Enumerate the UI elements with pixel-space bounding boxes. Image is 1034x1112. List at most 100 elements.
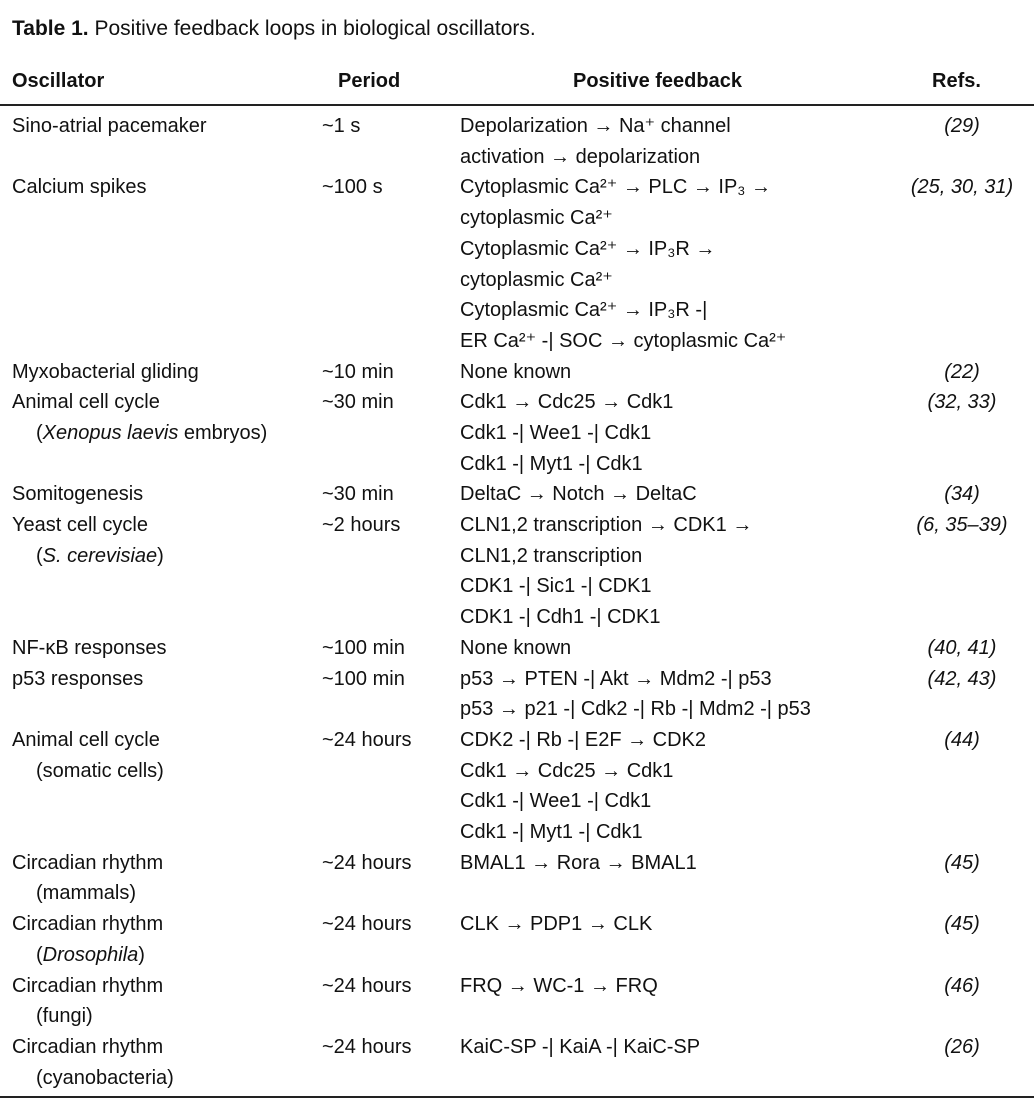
text-segment: Sino-atrial pacemaker [12,115,207,137]
period-cell: ~100 s [322,176,383,199]
feedback-cell: Cdk1 → Cdc25 → Cdk1 Cdk1 -| Wee1 -| Cdk1 C… [460,387,673,479]
oscillator-cell: Yeast cell cycle (S. cerevisiae) [12,510,164,571]
period-cell: ~24 hours [322,913,412,936]
feedback-loop-line: None known [460,636,572,659]
oscillator-detail: (cyanobacteria) [12,1063,174,1094]
oscillator-cell: Animal cell cycle (somatic cells) [12,725,164,786]
text-segment: NF-κB responses [12,636,167,659]
refs-cell: (42, 43) [927,667,997,690]
refs-cell: (26) [944,1035,980,1058]
feedback-loop-line: BMAL1 → Rora → BMAL1 [460,851,697,874]
feedback-loop-line: ER Ca²⁺ -| SOC → cytoplasmic Ca²⁺ [460,329,787,352]
refs-cell: (45) [944,851,980,874]
feedback-cell: Cytoplasmic Ca²⁺ → PLC → IP₃ → cytoplasmi… [460,172,786,356]
feedback-cell: None known [460,357,571,388]
feedback-cell: CLK → PDP1 → CLK [460,909,652,940]
text-segment: ( [36,943,43,966]
text-segment: ( [36,421,43,444]
oscillator-cell: Circadian rhythm (fungi) [12,971,163,1032]
refs-cell: (22) [944,360,980,383]
table-row: Circadian rhythm (Drosophila) ~24 hours CLK… [0,909,1034,970]
text-segment: Circadian rhythm [12,1035,164,1058]
text-segment: Drosophila [42,943,139,966]
text-segment: (somatic cells) [36,759,164,782]
table-row: Animal cell cycle (Xenopus laevis embryos… [0,387,1034,479]
feedback-cell: CDK2 -| Rb -| E2F → CDK2 Cdk1 → Cdc25 → C… [460,725,706,848]
table-label: Table 1. [12,17,89,40]
refs-cell: (6, 35–39) [916,514,1008,537]
feedback-loop-line: Cytoplasmic Ca²⁺ → IP₃R → [460,237,716,260]
text-segment: (fungi) [36,1005,93,1028]
table-row: Circadian rhythm (fungi) ~24 hours FRQ → WC… [0,971,1034,1032]
text-segment: Xenopus laevis [42,421,179,444]
feedback-loop-line: cytoplasmic Ca²⁺ [460,268,613,291]
feedback-loop-line: KaiC-SP -| KaiA -| KaiC-SP [460,1035,701,1058]
text-segment: Circadian rhythm [12,974,164,997]
refs-cell: (45) [944,913,980,936]
text-segment: p53 responses [12,667,144,690]
period-cell: ~24 hours [322,728,412,751]
refs-cell: (44) [944,728,980,751]
period-cell: ~24 hours [322,1035,412,1058]
table-row: Calcium spikes ~100 s Cytoplasmic Ca²⁺ → P… [0,172,1034,356]
table-row: Somitogenesis ~30 min DeltaC → Notch → Del… [0,479,1034,510]
oscillator-detail: (Xenopus laevis embryos) [12,418,267,449]
period-cell: ~24 hours [322,851,412,874]
oscillator-name: Circadian rhythm [12,909,163,940]
table-title: Positive feedback loops in biological os… [94,17,536,40]
oscillator-detail: (S. cerevisiae) [12,541,164,572]
oscillator-name: Calcium spikes [12,172,146,203]
feedback-cell: CLN1,2 transcription → CDK1 → CLN1,2 tran… [460,510,752,633]
period-cell: ~100 min [322,667,405,690]
refs-cell: (40, 41) [927,636,997,659]
period-cell: ~10 min [322,360,394,383]
feedback-cell: p53 → PTEN -| Akt → Mdm2 -| p53 p53 → p21… [460,664,811,725]
oscillator-name: Animal cell cycle [12,387,267,418]
table-row: p53 responses ~100 min p53 → PTEN -| Akt →… [0,664,1034,725]
feedback-cell: BMAL1 → Rora → BMAL1 [460,848,697,879]
feedback-loop-line: p53 → p21 -| Cdk2 -| Rb -| Mdm2 -| p53 [460,698,811,721]
oscillator-detail: (mammals) [12,878,163,909]
oscillator-name: Sino-atrial pacemaker [12,111,207,142]
text-segment: (cyanobacteria) [36,1066,174,1089]
oscillator-detail: (Drosophila) [12,940,163,971]
table-row: Yeast cell cycle (S. cerevisiae) ~2 hours C… [0,510,1034,633]
text-segment: Animal cell cycle [12,391,160,414]
refs-cell: (25, 30, 31) [910,176,1014,199]
period-cell: ~30 min [322,391,394,414]
header-rule [0,104,1034,106]
oscillator-name: Yeast cell cycle [12,510,164,541]
refs-cell: (34) [944,483,980,506]
refs-cell: (46) [944,974,980,997]
feedback-loop-line: Cdk1 -| Wee1 -| Cdk1 [460,421,652,444]
text-segment: Yeast cell cycle [12,514,148,537]
text-segment: S. cerevisiae [42,544,158,567]
feedback-loop-line: Cytoplasmic Ca²⁺ → PLC → IP₃ → [460,176,771,199]
oscillator-cell: p53 responses [12,664,143,695]
feedback-loop-line: CLN1,2 transcription → CDK1 → [460,514,753,537]
refs-cell: (29) [944,115,980,137]
oscillator-detail: (somatic cells) [12,756,164,787]
feedback-loop-line: Cytoplasmic Ca²⁺ → IP₃R -| [460,299,708,322]
header-positive-feedback: Positive feedback [573,70,742,92]
period-cell: ~24 hours [322,974,412,997]
oscillator-cell: Somitogenesis [12,479,143,510]
feedback-cell: FRQ → WC-1 → FRQ [460,971,658,1002]
feedback-cell: Depolarization → Na⁺ channel activation →… [460,111,731,172]
text-segment: ( [36,544,43,567]
text-segment: ) [138,943,145,966]
period-cell: ~1 s [322,115,361,137]
feedback-loop-line: DeltaC → Notch → DeltaC [460,483,697,506]
table-row: NF-κB responses ~100 min None known (40, 41… [0,633,1034,664]
feedback-loop-line: Cdk1 -| Myt1 -| Cdk1 [460,821,643,844]
bottom-rule [0,1096,1034,1098]
text-segment: Myxobacterial gliding [12,360,199,383]
text-segment: (mammals) [36,882,136,905]
feedback-loop-line: activation → depolarization [460,145,701,168]
feedback-cell: DeltaC → Notch → DeltaC [460,479,697,510]
refs-cell: (32, 33) [927,391,997,414]
feedback-loop-line: CDK2 -| Rb -| E2F → CDK2 [460,728,706,751]
oscillator-name: Circadian rhythm [12,971,163,1002]
header-period: Period [338,70,401,92]
table-body: Sino-atrial pacemaker ~1 s Depolarization … [0,111,1034,1093]
